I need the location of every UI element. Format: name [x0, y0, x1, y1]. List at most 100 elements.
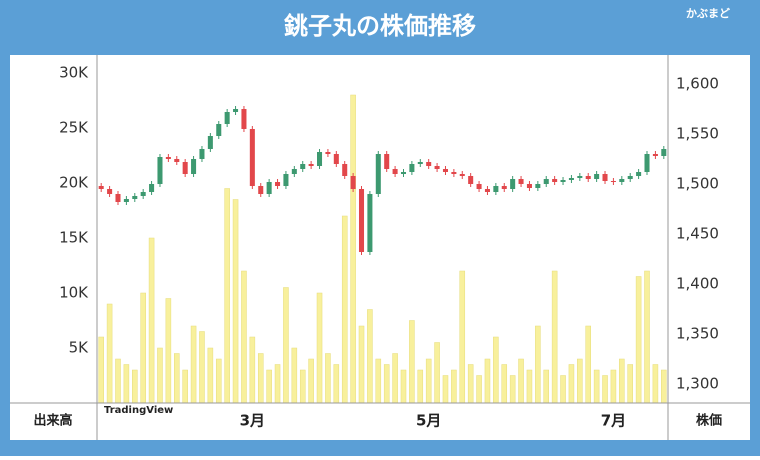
volume-bar — [661, 369, 667, 404]
candle-body — [325, 152, 331, 154]
volume-bar — [333, 364, 340, 404]
candle-body — [300, 164, 306, 169]
y2-tick-label: 1,500 — [676, 175, 719, 193]
y2-tick-label: 1,550 — [676, 125, 719, 143]
candle-body — [451, 172, 457, 174]
volume-bar — [417, 369, 424, 404]
candle-body — [174, 159, 180, 162]
candle-body — [132, 196, 138, 199]
volume-bar — [375, 358, 382, 404]
plot — [98, 94, 667, 404]
volume-bar — [509, 375, 516, 404]
candle-body — [434, 166, 440, 169]
volume-bar — [476, 375, 482, 404]
volume-bar — [593, 369, 600, 404]
candle-body — [317, 152, 323, 166]
volume-bar — [585, 325, 591, 404]
candle-body — [468, 176, 474, 184]
candle-body — [636, 172, 642, 176]
volume-bar — [157, 347, 163, 404]
candle-body — [275, 182, 281, 186]
candle-body — [191, 159, 197, 174]
y-tick-label: 5K — [69, 339, 90, 357]
volume-bar — [207, 347, 214, 404]
candle-body — [543, 179, 549, 184]
volume-bar — [350, 94, 356, 404]
candle-body — [417, 162, 423, 164]
candle-body — [426, 162, 432, 166]
candle-body — [501, 186, 507, 189]
candle-body — [476, 184, 482, 189]
candle-body — [157, 157, 163, 184]
y2-tick-label: 1,300 — [676, 375, 719, 393]
candle-body — [384, 154, 390, 169]
volume-bar — [467, 364, 474, 404]
candle-body — [585, 176, 591, 179]
x-tick-label: 7月 — [601, 412, 626, 430]
volume-bar — [367, 309, 373, 404]
volume-bar — [577, 358, 583, 404]
volume-bar — [232, 199, 239, 404]
candle-body — [342, 164, 348, 176]
candle-body — [526, 184, 532, 188]
candle-body — [358, 189, 365, 252]
volume-bar — [619, 358, 625, 404]
volume-bar — [106, 303, 113, 404]
candle-body — [291, 169, 297, 174]
volume-bar — [266, 369, 272, 404]
volume-bar — [291, 347, 298, 404]
volume-bar — [182, 369, 188, 404]
candle-body — [333, 154, 339, 164]
candle-body — [98, 186, 104, 189]
volume-bar — [257, 353, 264, 404]
candle-body — [602, 174, 608, 181]
volume-bar — [518, 358, 524, 404]
volume-bar — [434, 342, 440, 404]
volume-bar — [174, 353, 180, 404]
volume-bar — [535, 325, 541, 404]
candle-body — [560, 180, 566, 182]
candle-body — [577, 176, 583, 178]
volume-bar — [98, 336, 104, 404]
candle-body — [484, 189, 490, 192]
volume-bar — [568, 364, 575, 404]
volume-bar — [400, 369, 407, 404]
candle-body — [518, 179, 524, 184]
y2-tick-label: 1,400 — [676, 275, 719, 293]
y2-tick-label: 1,450 — [676, 225, 719, 243]
candle-body — [233, 109, 239, 112]
candle-body — [123, 199, 129, 202]
candle-body — [535, 184, 541, 188]
candle-body — [493, 186, 499, 192]
candle-body — [107, 189, 113, 194]
volume-bar — [199, 331, 205, 404]
volume-bar — [551, 270, 558, 404]
volume-bar — [484, 358, 491, 404]
volume-bar — [451, 369, 457, 404]
candle-body — [552, 179, 558, 182]
candle-body — [249, 129, 255, 186]
candle-body — [350, 176, 356, 189]
candle-body — [375, 154, 381, 194]
volume-bar — [241, 270, 247, 404]
candle-body — [459, 174, 465, 176]
y-axis-label: 出来高 — [33, 413, 72, 429]
volume-bar — [644, 270, 650, 404]
volume-bar — [459, 270, 466, 404]
candle-body — [241, 109, 247, 129]
watermark: TradingView — [104, 405, 173, 416]
volume-bar — [123, 364, 130, 404]
volume-bar — [165, 298, 172, 404]
candle-body — [409, 164, 415, 172]
volume-bar — [560, 375, 566, 404]
volume-bar — [325, 353, 331, 404]
candle-body — [207, 136, 213, 149]
volume-bar — [299, 369, 306, 404]
candle-body — [224, 112, 230, 124]
volume-bar — [425, 358, 432, 404]
candle-body — [216, 124, 222, 136]
candle-body — [308, 164, 314, 166]
candle-body — [619, 179, 625, 182]
candle-body — [652, 154, 658, 156]
